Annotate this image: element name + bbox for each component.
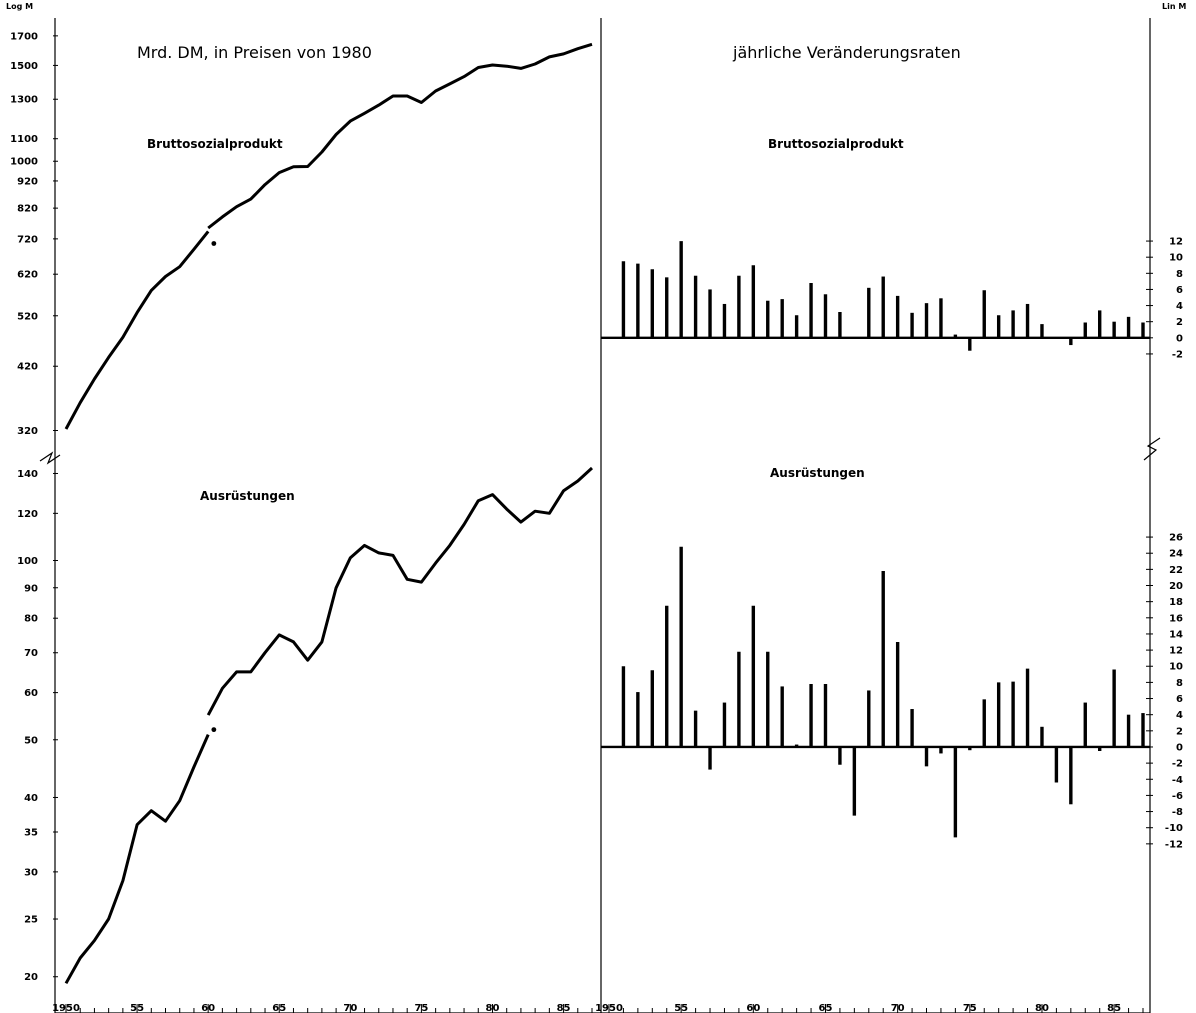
series-line-segment xyxy=(64,230,210,430)
y-tick-label: -6 xyxy=(1172,791,1183,802)
y-tick-label: 12 xyxy=(1169,237,1183,248)
series-marker-point xyxy=(211,727,217,733)
y-tick-label: 6 xyxy=(1176,694,1183,705)
y-tick-label: 12 xyxy=(1169,646,1183,657)
y-tick-label: 2 xyxy=(1176,726,1183,737)
right-axis-break xyxy=(1143,437,1161,461)
y-tick-label: 8 xyxy=(1176,269,1183,280)
y-tick-label: 20 xyxy=(24,972,38,983)
y-tick-label: -12 xyxy=(1165,839,1183,850)
y-tick-label: 1000 xyxy=(10,157,38,168)
right-bottom-series-label: Ausrüstungen xyxy=(770,466,865,480)
x-tick-label: 80 xyxy=(486,1003,500,1013)
y-tick-label: 40 xyxy=(24,793,38,804)
y-tick-label: 24 xyxy=(1169,549,1183,560)
y-tick-label: 1500 xyxy=(10,61,38,72)
x-tick-label: 65 xyxy=(819,1003,833,1013)
y-tick-label: -2 xyxy=(1172,349,1183,360)
x-tick-label: 80 xyxy=(1035,1003,1049,1013)
y-tick-label: 520 xyxy=(17,311,38,322)
series-line-segment xyxy=(207,42,593,230)
y-tick-label: -4 xyxy=(1172,775,1183,786)
y-tick-label: 1300 xyxy=(10,95,38,106)
y-tick-label: 90 xyxy=(24,583,38,594)
y-tick-label: 8 xyxy=(1176,678,1183,689)
y-tick-label: 620 xyxy=(17,270,38,281)
y-tick-label: 16 xyxy=(1169,613,1183,624)
x-tick-label: 85 xyxy=(557,1003,571,1013)
y-tick-label: 35 xyxy=(24,828,38,839)
series-marker-point xyxy=(211,241,217,246)
series-line-segment xyxy=(64,733,210,985)
y-tick-label: 120 xyxy=(17,509,38,520)
y-tick-label: -10 xyxy=(1165,823,1183,834)
y-tick-label: -8 xyxy=(1172,807,1183,818)
y-tick-label: 26 xyxy=(1169,533,1183,544)
y-tick-label: 18 xyxy=(1169,597,1183,608)
y-tick-label: 10 xyxy=(1169,662,1183,673)
x-tick-label: 75 xyxy=(414,1003,428,1013)
x-tick-label: 75 xyxy=(963,1003,977,1013)
x-tick-label: 60 xyxy=(746,1003,760,1013)
y-tick-label: 0 xyxy=(1176,333,1183,344)
left-axis-note: Log M xyxy=(6,2,33,11)
left-top-series-label: Bruttosozialprodukt xyxy=(147,137,283,151)
y-tick-label: 720 xyxy=(17,234,38,245)
y-tick-label: 80 xyxy=(24,614,38,625)
y-tick-label: 22 xyxy=(1169,565,1183,576)
y-tick-label: 820 xyxy=(17,204,38,215)
y-tick-label: 30 xyxy=(24,867,38,878)
left-panel-title: Mrd. DM, in Preisen von 1980 xyxy=(137,43,372,62)
y-tick-label: 320 xyxy=(17,426,38,437)
left-axis-break xyxy=(39,451,61,465)
y-tick-label: 1700 xyxy=(10,31,38,42)
y-tick-label: 10 xyxy=(1169,253,1183,264)
x-tick-label: 55 xyxy=(130,1003,144,1013)
y-tick-label: 2 xyxy=(1176,317,1183,328)
x-tick-label: 70 xyxy=(343,1003,357,1013)
y-tick-label: 70 xyxy=(24,648,38,659)
left-bottom-series-label: Ausrüstungen xyxy=(200,489,295,503)
series-line-segment xyxy=(206,466,594,716)
y-tick-label: -2 xyxy=(1172,759,1183,770)
x-tick-label: 60 xyxy=(201,1003,215,1013)
y-tick-label: 140 xyxy=(17,469,38,480)
right-axis-note: Lin M xyxy=(1162,2,1186,11)
y-tick-label: 20 xyxy=(1169,581,1183,592)
x-tick-label: 1950 xyxy=(52,1003,80,1013)
y-tick-label: 100 xyxy=(17,556,38,567)
y-tick-label: 0 xyxy=(1176,742,1183,753)
y-tick-label: 6 xyxy=(1176,285,1183,296)
y-tick-label: 14 xyxy=(1169,629,1183,640)
x-tick-label: 70 xyxy=(891,1003,905,1013)
y-tick-label: 25 xyxy=(24,915,38,926)
y-tick-label: 4 xyxy=(1176,301,1183,312)
y-tick-label: 1100 xyxy=(10,134,38,145)
y-tick-label: 920 xyxy=(17,176,38,187)
right-top-series-label: Bruttosozialprodukt xyxy=(768,137,904,151)
y-tick-label: 4 xyxy=(1176,710,1183,721)
y-tick-label: 420 xyxy=(17,362,38,373)
right-panel-title: jährliche Veränderungsraten xyxy=(732,43,961,62)
x-tick-label: 1950 xyxy=(595,1003,623,1013)
x-tick-label: 85 xyxy=(1107,1003,1121,1013)
x-tick-label: 65 xyxy=(272,1003,286,1013)
y-tick-label: 50 xyxy=(24,735,38,746)
y-tick-label: 60 xyxy=(24,688,38,699)
x-tick-label: 55 xyxy=(674,1003,688,1013)
